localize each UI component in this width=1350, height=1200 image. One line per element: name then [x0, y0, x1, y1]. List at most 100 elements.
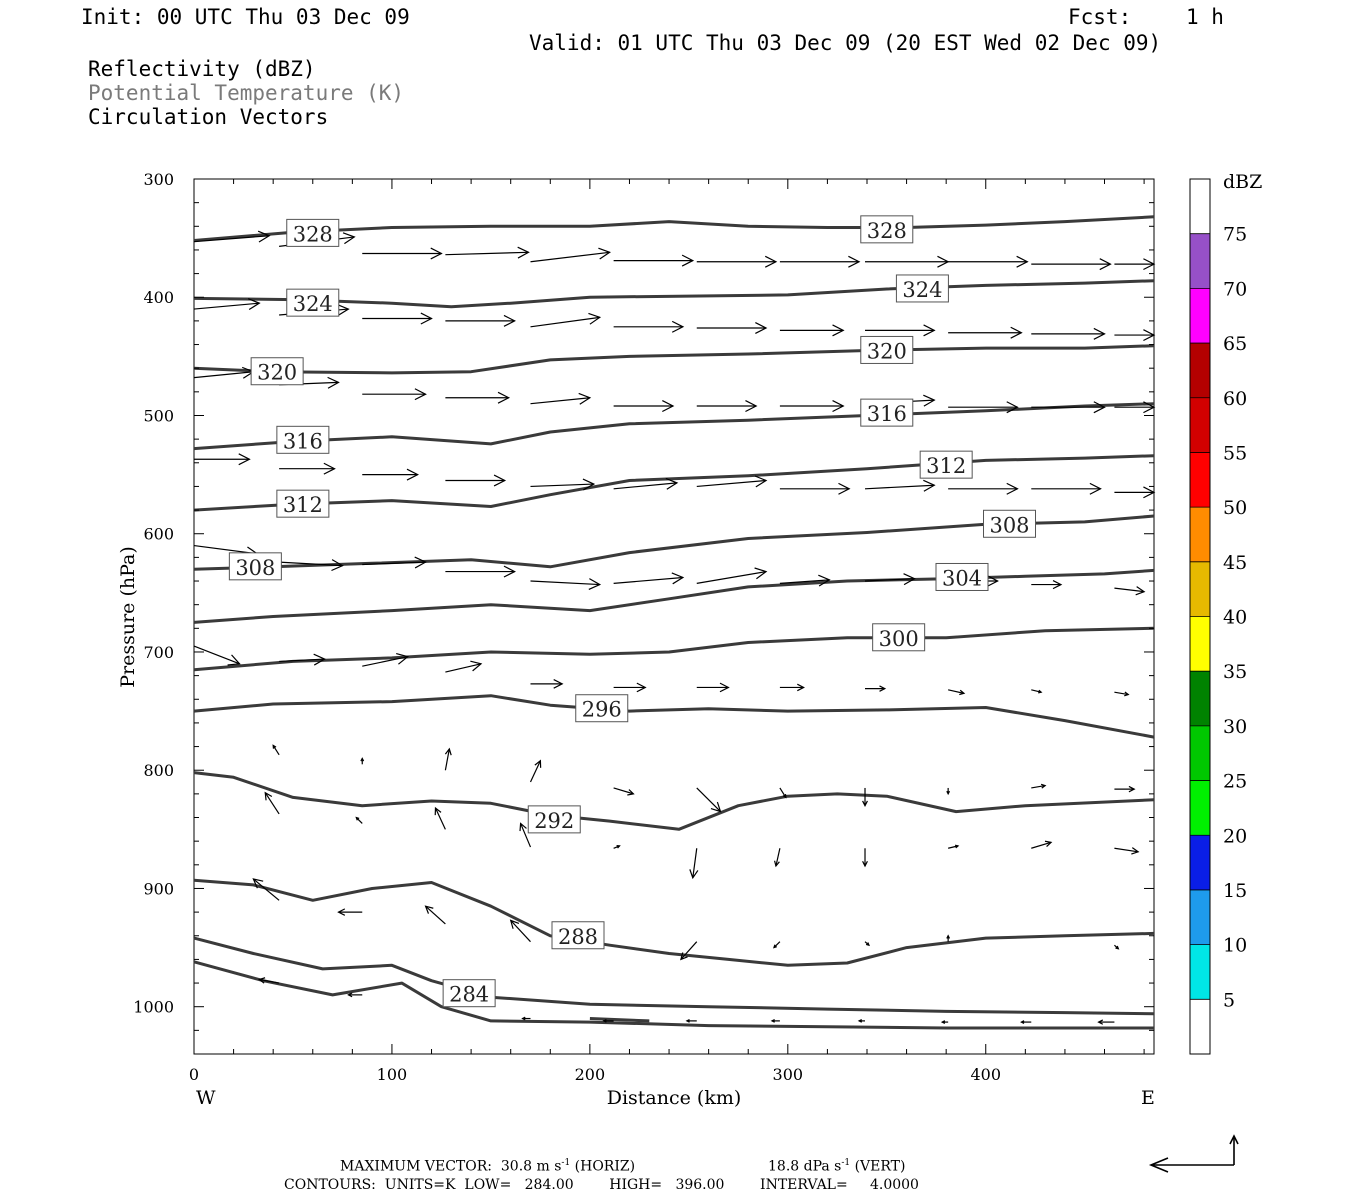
circulation-vector: [779, 324, 845, 337]
y-tick-label: 1000: [133, 998, 174, 1017]
y-tick-label: 300: [143, 170, 174, 189]
circulation-vector: [1031, 579, 1063, 590]
circulation-vector: [613, 477, 679, 490]
circulation-vector: [696, 682, 730, 693]
svg-text:284: 284: [449, 983, 489, 1007]
contour-label: 312: [276, 489, 330, 518]
circulation-vector: [530, 312, 602, 328]
circulation-vector: [193, 230, 271, 243]
circulation-vector: [424, 905, 446, 925]
circulation-vector: [193, 298, 261, 311]
svg-text:308: 308: [989, 513, 1029, 537]
reference-vector-icon: [1148, 1134, 1239, 1173]
svg-text:328: 328: [293, 222, 333, 246]
circulation-vector: [948, 689, 966, 696]
colorbar-swatch: [1190, 233, 1210, 289]
x-tick-label: 400: [970, 1065, 1001, 1084]
contour-label: 316: [860, 398, 914, 427]
circulation-vector: [1031, 401, 1106, 414]
circulation-vector: [362, 652, 410, 667]
colorbar-tick-label: 75: [1223, 224, 1247, 246]
circulation-vector: [613, 400, 675, 413]
colorbar-tick-label: 10: [1223, 935, 1247, 957]
colorbar-tick-label: 20: [1223, 825, 1247, 847]
circulation-vector: [613, 254, 695, 267]
circulation-vector: [865, 324, 936, 337]
circulation-vector: [445, 474, 507, 487]
circulation-vector: [1114, 847, 1140, 855]
y-tick-label: 500: [143, 406, 174, 425]
circulation-vector: [1031, 840, 1053, 849]
x-end-label-west: W: [196, 1087, 216, 1109]
circulation-vector: [193, 645, 241, 666]
x-tick-label: 100: [377, 1065, 408, 1084]
circulation-vector: [252, 878, 280, 901]
contour-label: 324: [895, 274, 949, 303]
circulation-vector: [445, 660, 483, 673]
circulation-vector: [529, 759, 542, 783]
circulation-vector: [258, 977, 280, 984]
circulation-vector: [946, 787, 951, 796]
colorbar-swatch: [1190, 999, 1210, 1054]
theta-contour: [193, 568, 1155, 624]
colorbar-swatch: [1190, 288, 1210, 344]
svg-text:300: 300: [879, 627, 919, 651]
colorbar-unit: dBZ: [1223, 171, 1262, 193]
circulation-vector: [530, 392, 592, 405]
maximum-vector-vertical: 18.8 dPa s-1 (VERT): [768, 1158, 906, 1175]
colorbar-swatch: [1190, 343, 1210, 398]
contour-label: 284: [442, 979, 496, 1008]
colorbar-swatch: [1190, 616, 1210, 672]
colorbar-tick-label: 40: [1223, 607, 1247, 629]
colorbar-tick-label: 5: [1223, 989, 1235, 1011]
x-tick-label: 200: [575, 1065, 606, 1084]
theta-contour: [193, 878, 1155, 967]
circulation-vector: [862, 848, 868, 868]
colorbar-swatch: [1190, 179, 1210, 234]
contour-label: 320: [860, 335, 914, 364]
contour-info: CONTOURS: UNITS=K LOW= 284.00 HIGH= 396.…: [284, 1177, 919, 1193]
circulation-vector: [1031, 258, 1112, 271]
circulation-vector: [360, 757, 365, 765]
circulation-vector: [530, 247, 611, 263]
circulation-vector: [530, 478, 596, 491]
y-tick-label: 700: [143, 643, 174, 662]
svg-text:320: 320: [867, 339, 907, 363]
colorbar-swatch: [1190, 507, 1210, 562]
svg-text:324: 324: [902, 278, 942, 302]
circulation-vector: [1097, 1019, 1115, 1025]
colorbar-tick-label: 25: [1223, 771, 1247, 793]
circulation-vector: [696, 475, 768, 488]
circulation-vector: [696, 400, 758, 413]
colorbar-swatch: [1190, 397, 1210, 453]
circulation-vector: [1114, 329, 1156, 342]
field-potential-temperature: Potential Temperature (K): [88, 81, 405, 105]
circulation-vector: [770, 1018, 780, 1023]
x-tick-label: 300: [773, 1065, 804, 1084]
y-tick-label: 800: [143, 761, 174, 780]
y-axis-title: Pressure (hPa): [117, 546, 139, 688]
svg-text:320: 320: [257, 361, 297, 385]
circulation-vector: [948, 401, 1019, 414]
y-tick-label: 400: [143, 288, 174, 307]
circulation-vector: [685, 1018, 697, 1023]
svg-text:308: 308: [235, 556, 275, 580]
circulation-vector: [779, 482, 851, 495]
circulation-vector: [445, 246, 530, 259]
contour-label: 316: [276, 425, 330, 454]
circulation-vector: [445, 565, 516, 578]
field-reflectivity: Reflectivity (dBZ): [88, 57, 316, 81]
circulation-vector: [773, 848, 781, 868]
circulation-vector: [521, 1016, 531, 1021]
contour-label: 288: [551, 921, 605, 950]
circulation-vector: [264, 791, 280, 815]
circulation-vector: [279, 559, 344, 572]
circulation-vector: [1114, 258, 1156, 271]
maximum-vector-horizontal: MAXIMUM VECTOR: 30.8 m s-1 (HORIZ): [340, 1158, 636, 1175]
theta-contour: [193, 626, 1155, 672]
colorbar-tick-label: 15: [1223, 880, 1247, 902]
contour-label: 308: [983, 509, 1037, 538]
contour-label-layer: 328 328 324 324 320 320 316 316 312 312 308 308 304 3…: [228, 215, 1037, 1008]
colorbar-tick-label: 65: [1223, 333, 1247, 355]
circulation-vector: [940, 1020, 949, 1024]
